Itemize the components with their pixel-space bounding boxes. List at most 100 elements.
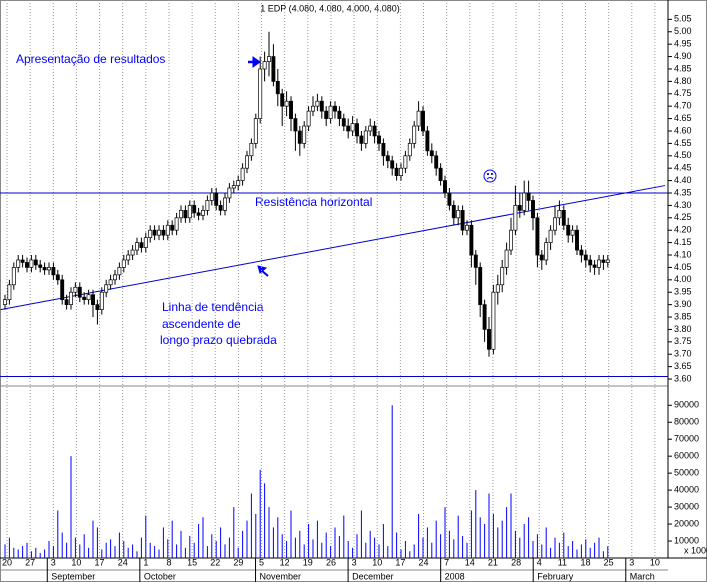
candle-body: [240, 167, 245, 181]
y-tick-label: 4.10: [674, 249, 692, 259]
candle-body: [192, 205, 197, 214]
candle-body: [267, 56, 271, 62]
candle-body: [531, 200, 535, 219]
y2-tick-label: 40000: [674, 484, 699, 494]
y-tick-label: 3.70: [674, 349, 692, 359]
candle-body: [557, 210, 562, 219]
y-tick-label: 4.50: [674, 150, 692, 160]
month-label: December: [352, 571, 394, 581]
candle-body: [297, 130, 302, 144]
candle-body: [539, 254, 544, 261]
candle-body: [583, 254, 588, 261]
candle-body: [561, 210, 566, 226]
candle-body: [403, 155, 408, 169]
candle-body: [135, 242, 139, 251]
candle-body: [377, 135, 381, 144]
candle-body: [126, 254, 131, 261]
candle-body: [421, 110, 425, 132]
x-tick-label: 4: [537, 557, 542, 567]
x-tick-label: 25: [604, 557, 614, 567]
candle-body: [526, 192, 531, 201]
candle-body: [258, 68, 263, 119]
y-tick-label: 4.70: [674, 101, 692, 111]
y2-tick-label: 50000: [674, 468, 699, 478]
candle-body: [399, 167, 403, 176]
trendline: [0, 185, 666, 311]
y-tick-label: 4.00: [674, 274, 692, 284]
candle-body: [82, 296, 87, 301]
candle-body: [121, 259, 126, 268]
candle-body: [385, 155, 390, 162]
candle-body: [447, 192, 452, 206]
x-tick-label: 1: [143, 557, 148, 567]
y-tick-label: 4.45: [674, 163, 692, 173]
y2-tick-label: 20000: [674, 518, 699, 528]
y-tick-label: 3.95: [674, 287, 692, 297]
candle-body: [20, 259, 25, 263]
x-tick-label: 10: [71, 557, 81, 567]
candle-body: [201, 210, 205, 216]
candle-body: [47, 267, 51, 271]
candle-body: [434, 155, 439, 169]
month-label: November: [260, 571, 302, 581]
candle-body: [341, 118, 346, 127]
month-label: March: [630, 571, 655, 581]
candle-body: [165, 224, 170, 236]
annotation: Linha de tendência: [162, 300, 264, 314]
candle-body: [425, 130, 430, 152]
candle-body: [113, 274, 117, 281]
y2-tick-label: 90000: [674, 400, 699, 410]
y2-tick-label: 30000: [674, 501, 699, 511]
candle-body: [284, 100, 289, 107]
candle-body: [196, 212, 201, 216]
x-tick-label: 5: [259, 557, 264, 567]
candle-body: [42, 267, 47, 271]
y-tick-label: 4.90: [674, 51, 692, 61]
x-tick-label: 21: [488, 557, 498, 567]
candle-body: [139, 242, 144, 248]
candle-body: [579, 249, 584, 256]
candle-body: [570, 229, 575, 236]
x-tick-label: 28: [511, 557, 521, 567]
x-tick-label: 19: [303, 557, 313, 567]
candle-body: [597, 259, 601, 268]
candle-body: [95, 304, 100, 310]
candle-body: [346, 125, 351, 132]
candle-body: [245, 155, 249, 169]
y-tick-label: 4.80: [674, 76, 692, 86]
x-tick-label: 18: [580, 557, 590, 567]
y2-tick-label: 80000: [674, 417, 699, 427]
candle-body: [372, 125, 377, 137]
candle-body: [275, 81, 280, 95]
candle-body: [86, 294, 91, 301]
candle-body: [7, 284, 12, 301]
y-tick-label: 4.20: [674, 225, 692, 235]
candle-body: [174, 217, 179, 231]
candle-body: [271, 56, 276, 82]
candle-body: [324, 110, 329, 119]
x-tick-label: 3: [51, 557, 56, 567]
candle-body: [500, 267, 505, 286]
candle-body: [469, 224, 474, 256]
candle-body: [69, 291, 73, 305]
candle-body: [478, 267, 483, 305]
candle-body: [16, 259, 21, 268]
candle-body: [227, 187, 232, 199]
candle-body: [104, 284, 109, 293]
candle-body: [293, 118, 298, 132]
annotation: Apresentação de resultados: [16, 52, 165, 66]
candle-body: [337, 110, 342, 119]
month-label: September: [51, 571, 95, 581]
candle-body: [306, 110, 311, 127]
x-tick-label: 3: [352, 557, 357, 567]
x-tick-label: 24: [419, 557, 429, 567]
candle-body: [209, 192, 214, 201]
candle-body: [504, 249, 509, 268]
candle-body: [3, 299, 7, 305]
month-label: February: [537, 571, 574, 581]
candle-body: [315, 100, 320, 107]
candle-body: [363, 130, 368, 144]
x-tick-label: 20: [2, 557, 12, 567]
candle-body: [522, 192, 527, 211]
candle-body: [157, 229, 161, 236]
